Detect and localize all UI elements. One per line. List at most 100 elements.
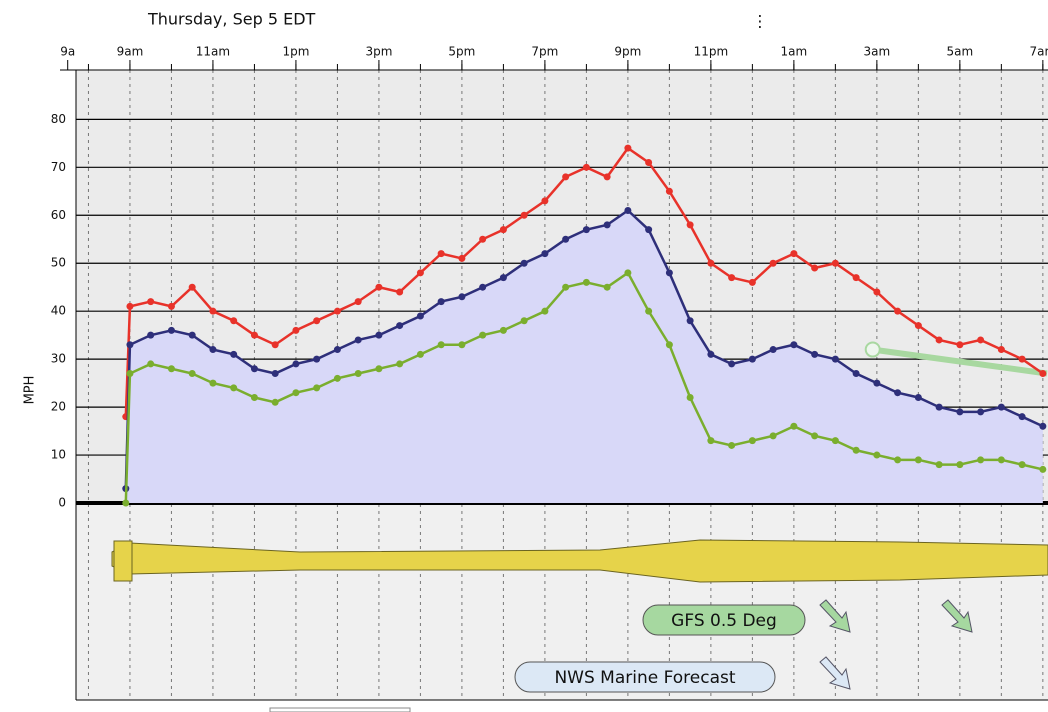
point (977, 456, 985, 464)
point (375, 365, 383, 373)
point (852, 446, 860, 454)
point (209, 307, 217, 315)
point (416, 350, 424, 358)
point (230, 317, 238, 325)
direction-arrow (819, 599, 973, 690)
chart-title: Thursday, Sep 5 EDT (147, 10, 316, 29)
point (894, 456, 902, 464)
x-tick-label: 9am (117, 45, 144, 59)
point (313, 317, 321, 325)
legend-pill: GFS 0.5 Deg (642, 604, 806, 636)
point (437, 250, 445, 258)
point (167, 365, 175, 373)
annotation: GFS 0.5 Deg (671, 611, 777, 631)
point (748, 437, 756, 445)
point (479, 235, 487, 243)
point (728, 360, 736, 368)
point (790, 422, 798, 430)
point (686, 221, 694, 229)
y-tick-label: 80 (51, 112, 66, 126)
point (209, 346, 217, 354)
point (271, 341, 279, 349)
point (831, 259, 839, 267)
y-tick-label: 60 (51, 208, 66, 222)
point (603, 221, 611, 229)
point (935, 336, 943, 344)
series-line (124, 208, 1044, 489)
point (811, 264, 819, 272)
point (167, 326, 175, 334)
point (375, 331, 383, 339)
series-line (124, 146, 1044, 417)
point (707, 350, 715, 358)
point (416, 269, 424, 277)
point (645, 307, 653, 315)
wind-direction-band (111, 539, 1048, 583)
point (956, 341, 964, 349)
point (499, 326, 507, 334)
point (396, 322, 404, 330)
point (499, 274, 507, 282)
point (292, 326, 300, 334)
point (479, 283, 487, 291)
point (873, 379, 881, 387)
point (665, 341, 673, 349)
x-tick-label: 9pm (614, 45, 641, 59)
y-tick-label: 20 (51, 400, 66, 414)
point (271, 370, 279, 378)
point (541, 197, 549, 205)
point (748, 278, 756, 286)
point (624, 269, 632, 277)
point (894, 389, 902, 397)
x-tick-label: 11am (196, 45, 230, 59)
point (624, 144, 632, 152)
point (458, 293, 466, 301)
point (458, 254, 466, 262)
point (956, 408, 964, 416)
point (250, 331, 258, 339)
point (997, 456, 1005, 464)
point (354, 298, 362, 306)
point (686, 394, 694, 401)
point (188, 283, 196, 291)
point (811, 350, 819, 358)
point (894, 307, 902, 315)
point (1018, 461, 1026, 469)
point (1039, 422, 1047, 430)
point (126, 302, 134, 310)
x-tick-label: 7am (1030, 45, 1048, 59)
point (147, 331, 155, 339)
point (147, 360, 155, 368)
point (997, 346, 1005, 354)
point (437, 298, 445, 306)
point (562, 235, 570, 243)
point (914, 394, 922, 401)
point (333, 374, 341, 382)
point (582, 278, 590, 286)
scrollbar[interactable] (269, 707, 411, 712)
point (209, 379, 217, 387)
point (333, 307, 341, 315)
menu-dots[interactable]: ⋮ (752, 12, 768, 31)
point (769, 346, 777, 354)
point (333, 346, 341, 354)
area (125, 210, 1043, 503)
point (292, 360, 300, 368)
point (707, 437, 715, 445)
point (728, 441, 736, 449)
x-tick-label: 5pm (448, 45, 475, 59)
point (977, 336, 985, 344)
point (997, 403, 1005, 411)
point (354, 336, 362, 344)
point (831, 355, 839, 363)
point (1039, 465, 1047, 473)
x-tick-label: 11pm (694, 45, 729, 59)
point (1018, 413, 1026, 421)
point (396, 360, 404, 368)
point (230, 350, 238, 358)
point (1018, 355, 1026, 363)
point (437, 341, 445, 349)
series-line (124, 270, 1044, 504)
x-tick-label: 1pm (282, 45, 309, 59)
